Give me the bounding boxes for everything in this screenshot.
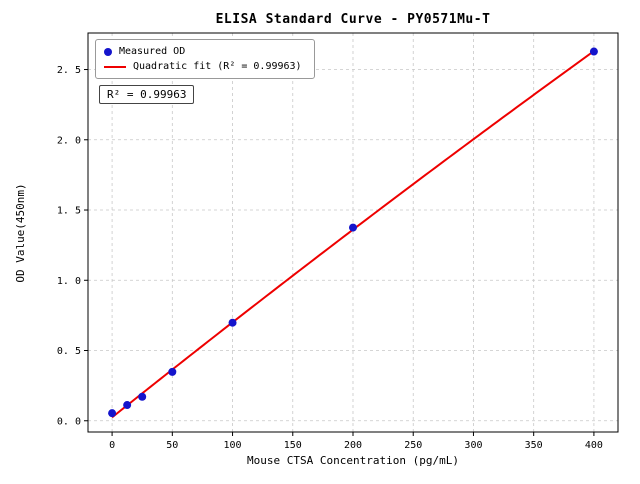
x-tick-label: 300: [464, 440, 482, 451]
y-tick-label: 1. 0: [57, 276, 81, 287]
legend-label-measured-od: Measured OD: [119, 46, 186, 57]
data-point: [138, 392, 147, 401]
y-tick-label: 2. 5: [57, 65, 81, 76]
x-axis-label: Mouse CTSA Concentration (pg/mL): [247, 454, 459, 467]
y-tick-label: 0. 5: [57, 346, 81, 357]
x-tick-label: 250: [404, 440, 422, 451]
axes-layer: 0 50 100 150 200 250 300 350 400 0. 0 0. 5 1. 0 1. 5…: [57, 32, 619, 451]
legend-item-measured-od: Measured OD: [104, 44, 302, 59]
y-tick-label: 1. 5: [57, 206, 81, 217]
chart-title: ELISA Standard Curve - PY0571Mu-T: [216, 12, 491, 27]
x-tick-label: 400: [585, 440, 603, 451]
legend: Measured OD Quadratic fit (R² = 0.99963): [95, 39, 315, 79]
x-tick-label: 50: [166, 440, 178, 451]
data-point: [228, 318, 237, 327]
data-point: [108, 409, 117, 418]
grid-layer: [88, 33, 618, 432]
y-tick-label: 2. 0: [57, 135, 81, 146]
x-tick-label: 100: [224, 440, 242, 451]
r-squared-annotation: R² = 0.99963: [99, 85, 195, 104]
data-point: [123, 401, 132, 410]
y-axis-label: OD Value(450nm): [14, 183, 27, 282]
data-point: [349, 223, 357, 232]
scatter-marker-icon: [104, 47, 112, 56]
data-point: [589, 47, 598, 56]
line-marker-icon: [104, 65, 126, 68]
x-tick-label: 0: [109, 440, 115, 451]
y-tick-label: 0. 0: [57, 416, 81, 427]
x-tick-label: 150: [284, 440, 302, 451]
data-layer: [108, 47, 598, 419]
x-tick-label: 200: [344, 440, 362, 451]
legend-label-quadratic-fit: Quadratic fit (R² = 0.99963): [133, 61, 302, 72]
data-point: [168, 367, 177, 376]
legend-item-quadratic-fit: Quadratic fit (R² = 0.99963): [104, 59, 302, 74]
x-tick-label: 350: [525, 440, 543, 451]
